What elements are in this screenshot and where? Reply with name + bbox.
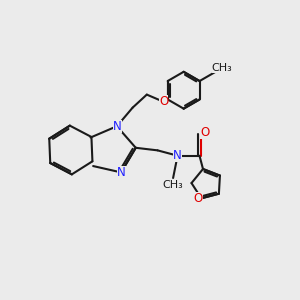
Text: CH₃: CH₃ bbox=[212, 63, 232, 73]
Text: N: N bbox=[117, 166, 126, 179]
Text: O: O bbox=[159, 95, 168, 108]
Text: O: O bbox=[200, 126, 209, 139]
Text: N: N bbox=[173, 149, 182, 162]
Text: CH₃: CH₃ bbox=[163, 179, 184, 190]
Text: O: O bbox=[194, 192, 203, 205]
Text: N: N bbox=[113, 120, 122, 133]
